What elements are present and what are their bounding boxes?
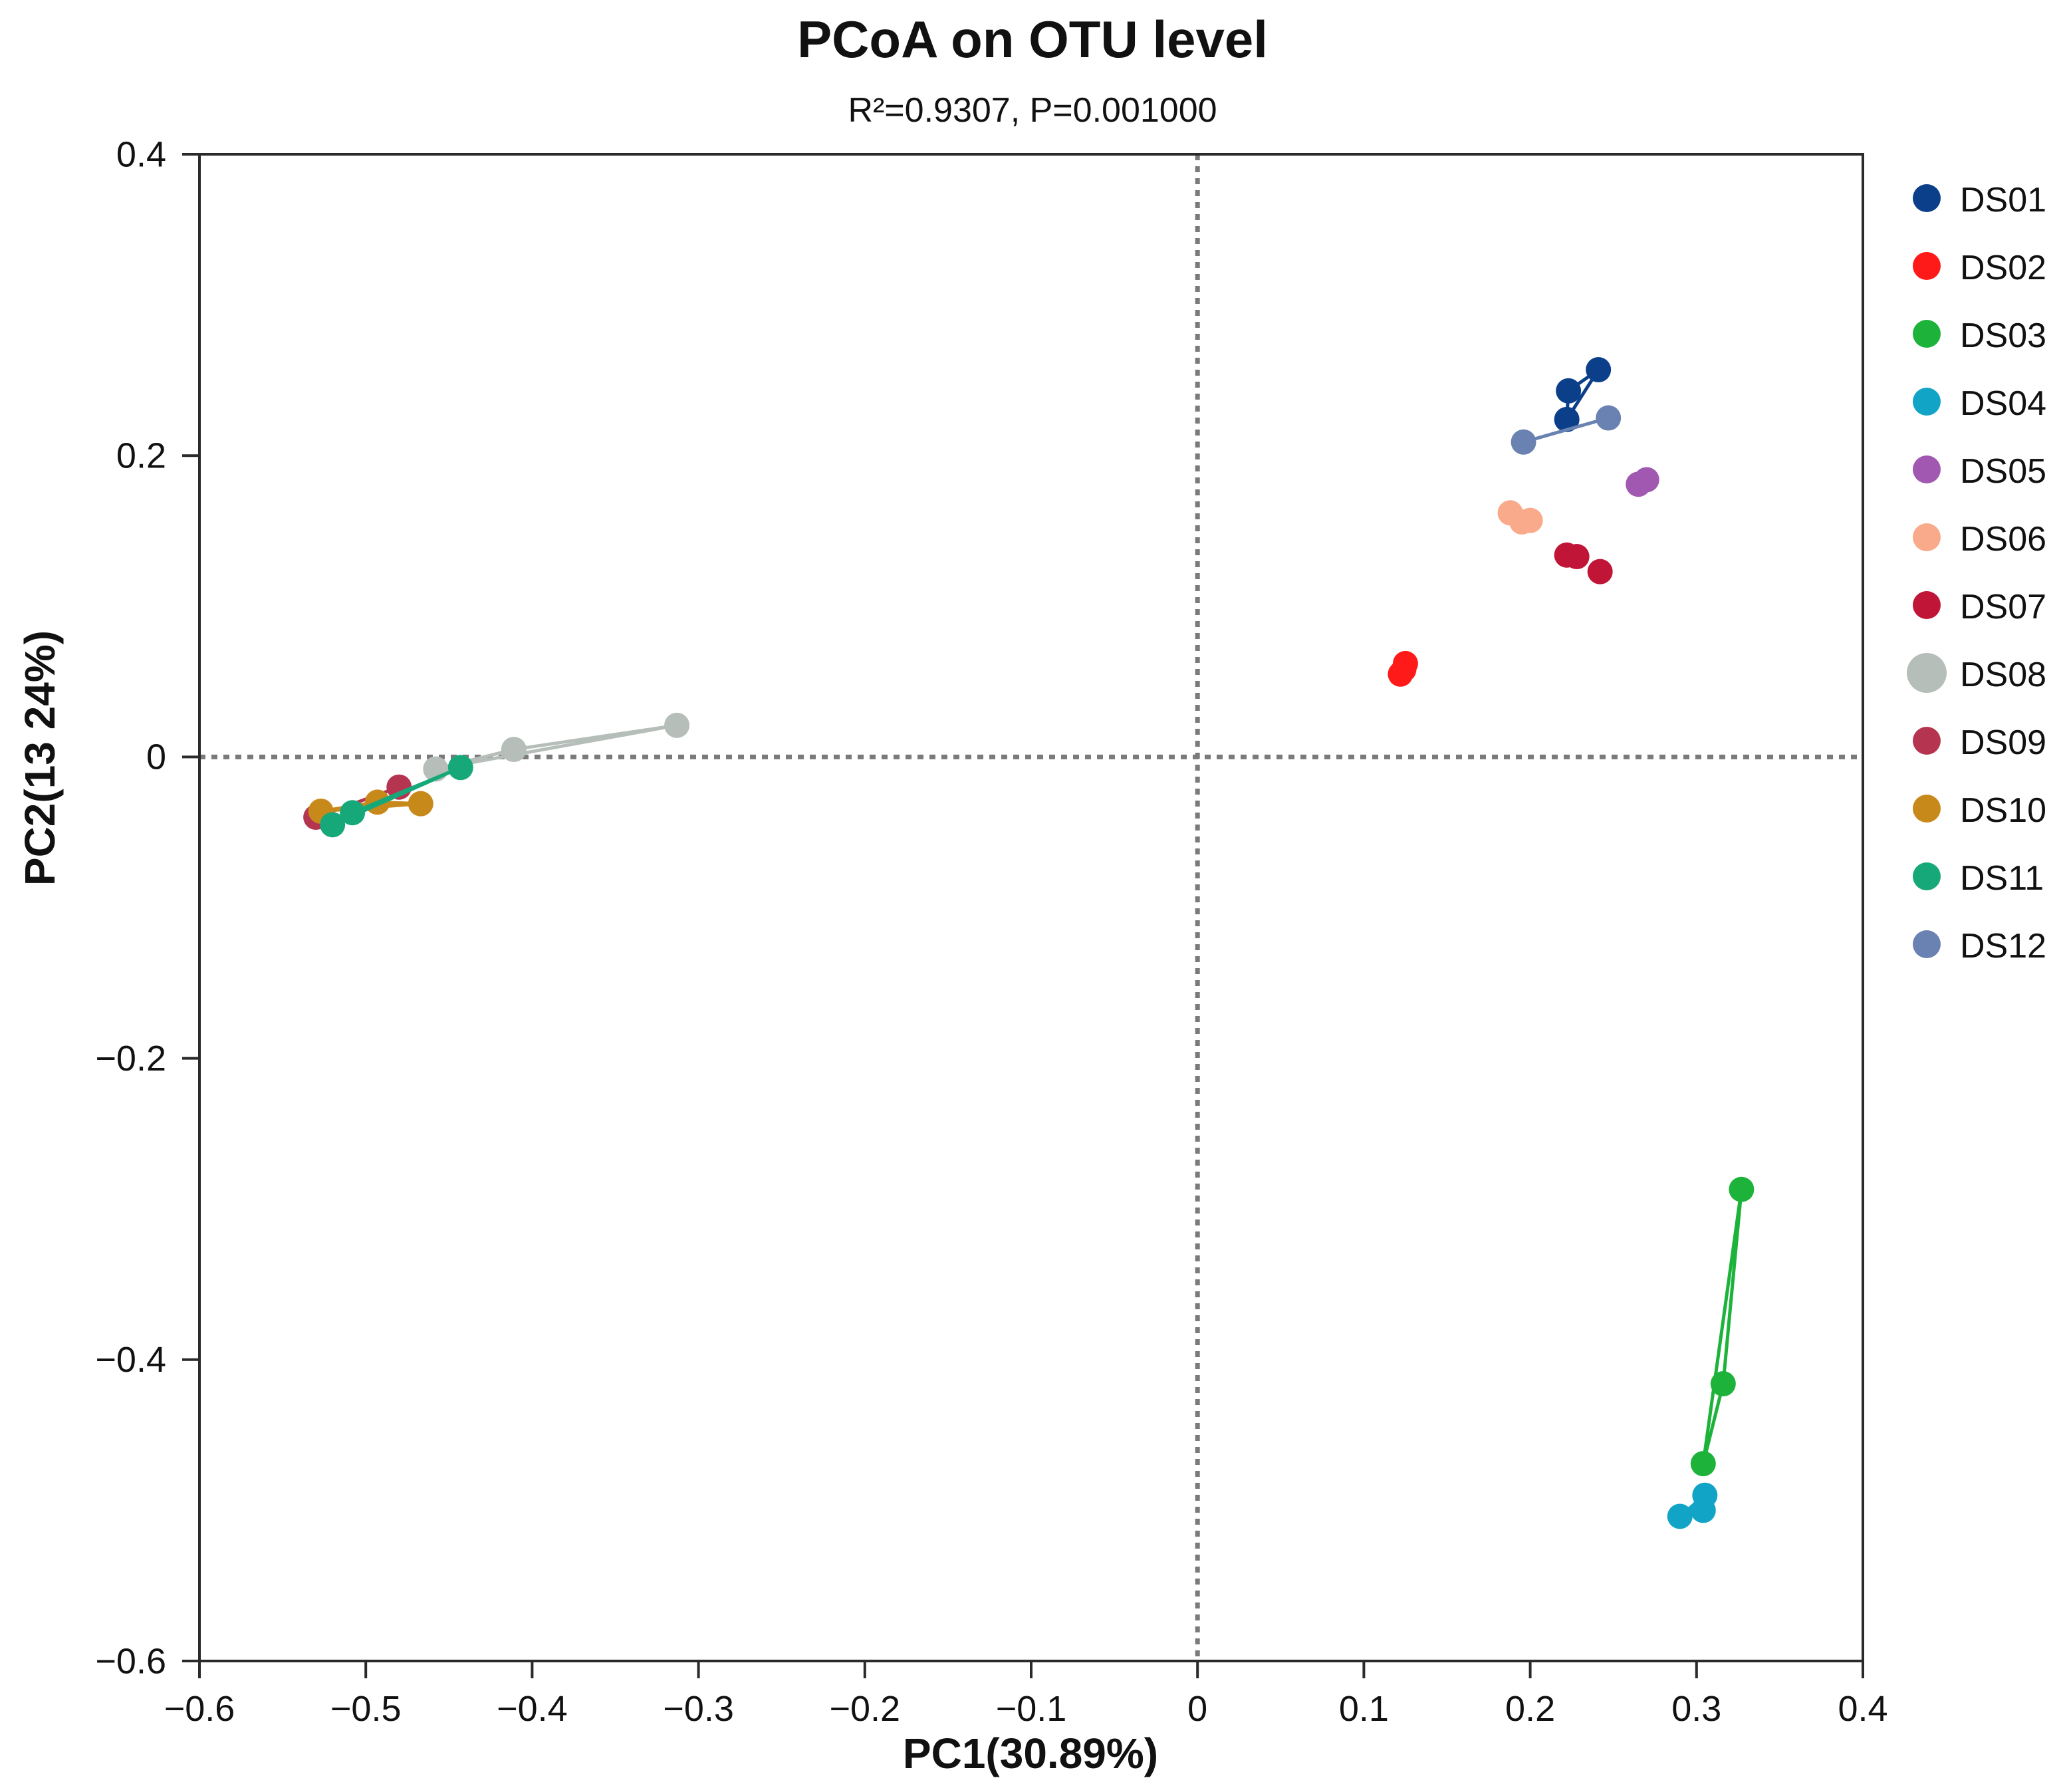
y-tick-label: 0.2 bbox=[116, 436, 166, 475]
series-ds03 bbox=[1690, 1176, 1755, 1477]
series-ds06 bbox=[1497, 500, 1543, 535]
data-point-ds03 bbox=[1710, 1371, 1736, 1397]
data-point-ds11 bbox=[320, 812, 346, 838]
legend-marker-ds05 bbox=[1913, 455, 1941, 483]
data-point-ds01 bbox=[1554, 406, 1580, 432]
x-axis-label: PC1(30.89%) bbox=[902, 1729, 1159, 1777]
y-tick-label: 0 bbox=[146, 737, 166, 777]
legend-label-ds02: DS02 bbox=[1960, 249, 2046, 287]
legend-marker-ds07 bbox=[1913, 591, 1941, 619]
data-point-ds08 bbox=[501, 737, 527, 763]
legend: DS01 DS02 DS03 DS04 DS05 DS06 DS07 DS08 DS09 DS10… bbox=[1907, 181, 2046, 965]
legend-label-ds10: DS10 bbox=[1960, 791, 2046, 830]
reference-lines bbox=[199, 154, 1863, 1661]
axis-ticks: −0.6 −0.5 −0.4 −0.3 −0.2 −0.1 0 0.1 0.2 0.3 0.4 −0.… bbox=[95, 134, 1887, 1729]
data-point-ds11 bbox=[340, 800, 366, 826]
x-tick-label: −0.6 bbox=[164, 1689, 235, 1729]
x-tick-label: −0.2 bbox=[829, 1689, 900, 1729]
data-point-ds11 bbox=[447, 755, 473, 781]
data-point-ds01 bbox=[1586, 357, 1612, 383]
chart-title: PCoA on OTU level bbox=[797, 10, 1268, 68]
series-ds12 bbox=[1511, 405, 1622, 455]
legend-label-ds06: DS06 bbox=[1960, 520, 2046, 559]
x-tick-label: −0.1 bbox=[996, 1689, 1067, 1729]
plot-frame bbox=[198, 153, 1864, 1662]
x-tick-label: 0.1 bbox=[1339, 1689, 1389, 1729]
legend-marker-ds02 bbox=[1913, 252, 1941, 280]
data-point-ds10 bbox=[408, 791, 433, 817]
legend-marker-ds03 bbox=[1913, 320, 1941, 348]
data-point-ds04 bbox=[1667, 1503, 1693, 1529]
legend-label-ds03: DS03 bbox=[1960, 317, 2046, 355]
series-ds11 bbox=[320, 755, 473, 838]
legend-marker-ds09 bbox=[1913, 727, 1941, 755]
data-point-ds08 bbox=[664, 712, 690, 738]
legend-label-ds11: DS11 bbox=[1960, 859, 2044, 898]
x-tick-label: −0.4 bbox=[497, 1689, 568, 1729]
data-point-ds02 bbox=[1391, 656, 1417, 682]
legend-label-ds04: DS04 bbox=[1960, 384, 2046, 423]
legend-label-ds01: DS01 bbox=[1960, 181, 2046, 219]
data-point-ds03 bbox=[1690, 1451, 1716, 1477]
legend-label-ds07: DS07 bbox=[1960, 588, 2046, 626]
series-ds04 bbox=[1667, 1482, 1718, 1529]
data-point-ds04 bbox=[1690, 1497, 1716, 1523]
legend-label-ds05: DS05 bbox=[1960, 452, 2046, 491]
y-axis-label: PC2(13 24%) bbox=[16, 630, 64, 886]
y-tick-label: 0.4 bbox=[116, 134, 166, 174]
series-ds08 bbox=[423, 712, 690, 782]
data-point-ds06 bbox=[1517, 507, 1543, 533]
series-ds08-connector bbox=[433, 723, 679, 771]
plot-frame-border bbox=[198, 153, 1864, 1662]
legend-marker-ds06 bbox=[1913, 523, 1941, 551]
legend-marker-ds04 bbox=[1913, 388, 1941, 416]
legend-marker-ds10 bbox=[1913, 795, 1941, 823]
data-point-ds12 bbox=[1511, 429, 1536, 455]
series-ds03-connector bbox=[1701, 1188, 1743, 1466]
x-tick-label: 0.4 bbox=[1838, 1689, 1887, 1729]
y-tick-label: −0.2 bbox=[95, 1039, 166, 1079]
legend-marker-ds12 bbox=[1913, 930, 1941, 958]
data-point-ds05 bbox=[1634, 467, 1659, 493]
data-point-ds12 bbox=[1596, 405, 1622, 431]
legend-marker-ds08 bbox=[1907, 653, 1947, 693]
series-ds02 bbox=[1388, 650, 1418, 687]
chart-subtitle: R²=0.9307, P=0.001000 bbox=[848, 91, 1217, 130]
series-ds01-connector bbox=[1565, 368, 1600, 422]
x-tick-label: −0.3 bbox=[663, 1689, 734, 1729]
data-point-ds07 bbox=[1564, 544, 1590, 570]
legend-marker-ds01 bbox=[1913, 184, 1941, 212]
series-ds01 bbox=[1554, 357, 1612, 432]
legend-label-ds09: DS09 bbox=[1960, 723, 2046, 762]
data-series bbox=[303, 357, 1755, 1529]
series-ds07 bbox=[1554, 542, 1613, 584]
data-point-ds01 bbox=[1556, 378, 1582, 404]
legend-label-ds08: DS08 bbox=[1960, 656, 2046, 694]
y-tick-label: −0.6 bbox=[95, 1641, 166, 1681]
legend-label-ds12: DS12 bbox=[1960, 927, 2046, 965]
data-point-ds03 bbox=[1729, 1176, 1755, 1202]
data-point-ds07 bbox=[1587, 559, 1613, 584]
x-tick-label: 0 bbox=[1187, 1689, 1207, 1729]
y-tick-label: −0.4 bbox=[95, 1340, 166, 1380]
series-ds05 bbox=[1626, 467, 1659, 497]
legend-marker-ds11 bbox=[1913, 862, 1941, 890]
x-tick-label: 0.3 bbox=[1671, 1689, 1721, 1729]
x-tick-label: −0.5 bbox=[330, 1689, 402, 1729]
x-tick-label: 0.2 bbox=[1505, 1689, 1555, 1729]
